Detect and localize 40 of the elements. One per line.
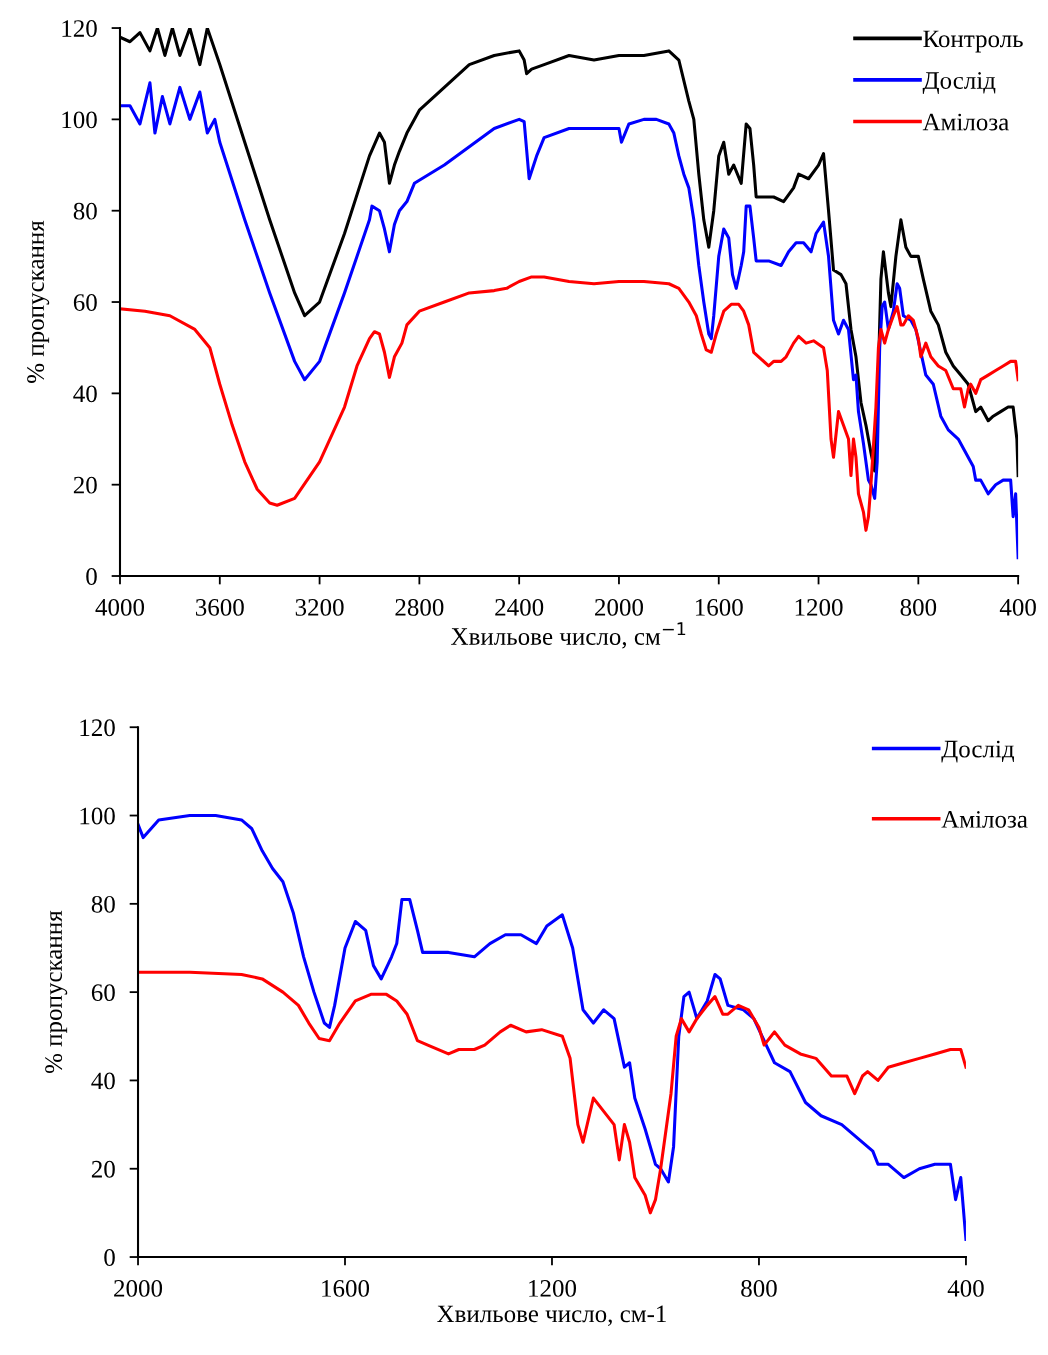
legend-label: Амілоза [922, 113, 1009, 131]
y-tick-label: 120 [62, 20, 97, 37]
line-series [138, 970, 966, 1215]
y-tick-label: 40 [73, 385, 97, 403]
x-axis-title: Хвильове число, см$^{−1}$ [451, 622, 686, 649]
x-tick-label: 400 [947, 1279, 984, 1297]
y-tick-label: 0 [86, 568, 97, 585]
y-tick-label: 40 [91, 1072, 115, 1090]
x-axis-title: Хвильове число, см-1 [437, 1305, 666, 1326]
legend-label: Контроль [923, 30, 1023, 53]
x-tick-label: 800 [741, 1279, 777, 1297]
x-tick-label: 1600 [695, 598, 743, 616]
x-tick-label: 3200 [295, 598, 344, 616]
y-tick-label: 0 [104, 1249, 115, 1266]
x-tick-label: 2400 [495, 598, 544, 616]
y-tick-label: 120 [80, 719, 115, 737]
y-axis-title: % пропускання [27, 220, 50, 383]
y-tick-label: 20 [91, 1160, 115, 1178]
y-axis-title: % пропускання [45, 910, 68, 1074]
x-tick-label: 2000 [595, 598, 644, 616]
x-tick-label: 400 [999, 598, 1036, 616]
x-tick-label: 1600 [322, 1279, 370, 1297]
y-tick-label: 80 [73, 202, 97, 220]
y-tick-label: 20 [73, 476, 97, 494]
legend-label: Амілоза [941, 811, 1028, 828]
legend-label: Дослід [922, 72, 996, 94]
x-tick-label: 3600 [195, 598, 244, 616]
x-tick-label: 2800 [395, 598, 444, 616]
y-tick-label: 80 [91, 895, 115, 913]
x-tick-label: 1200 [529, 1279, 577, 1297]
x-tick-label: 1200 [795, 598, 843, 616]
legend-label: Дослід [941, 740, 1015, 763]
y-tick-label: 100 [62, 111, 97, 129]
y-tick-label: 60 [91, 984, 115, 1002]
x-tick-label: 2000 [114, 1279, 163, 1297]
line-series [120, 275, 1019, 532]
y-tick-label: 60 [73, 294, 97, 311]
x-tick-label: 800 [900, 598, 937, 616]
y-tick-label: 100 [80, 807, 115, 825]
x-tick-label: 4000 [95, 598, 145, 616]
